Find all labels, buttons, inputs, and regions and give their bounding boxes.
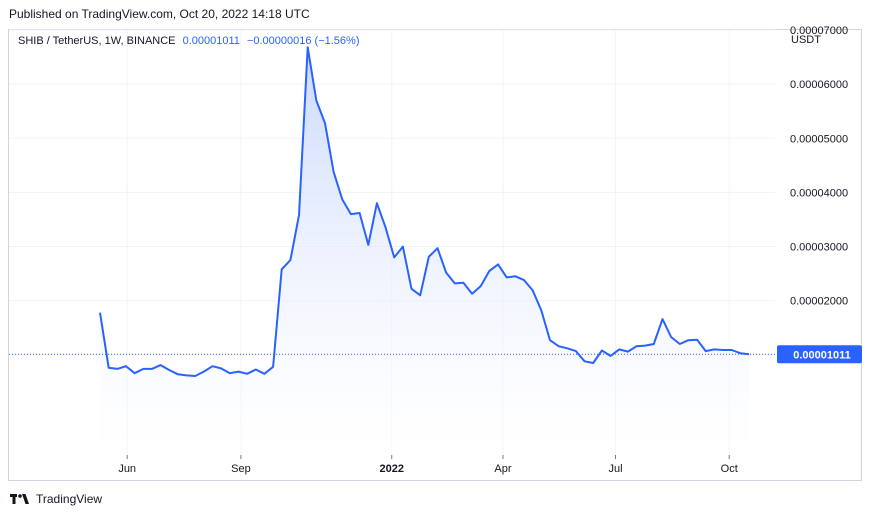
price-series[interactable]: [99, 46, 750, 377]
x-tick-label: Jun: [118, 463, 136, 475]
current-price-label-text: 0.00001011: [793, 349, 851, 361]
x-tick-label: 2022: [379, 463, 403, 475]
x-tick-label: Jul: [608, 463, 622, 475]
x-axis: Jun Sep 2022 Apr Jul Oct: [118, 455, 738, 475]
x-tick-label: Sep: [231, 463, 251, 475]
area-path: [100, 47, 749, 456]
area-fill: [100, 47, 749, 456]
symbol-legend[interactable]: SHIB / TetherUS, 1W, BINANCE 0.00001011 …: [18, 35, 360, 47]
x-tick-label: Oct: [721, 463, 738, 475]
tradingview-brand: TradingView: [36, 492, 103, 506]
price-change: −0.00000016 (−1.56%): [246, 35, 360, 47]
y-axis: 0.000010000.000020000.000030000.00004000…: [790, 25, 848, 362]
y-tick-label: 0.00005000: [790, 133, 848, 145]
published-caption: Published on TradingView.com, Oct 20, 20…: [9, 7, 310, 21]
y-tick-label: 0.00004000: [790, 187, 848, 199]
x-tick-label: Apr: [494, 463, 511, 475]
last-price: 0.00001011: [182, 35, 240, 47]
y-tick-label: 0.00002000: [790, 296, 848, 308]
footer[interactable]: TradingView: [10, 492, 102, 506]
price-unit: USDT: [791, 34, 821, 46]
y-tick-label: 0.00007000: [790, 25, 848, 37]
current-price-label: 0.00001011: [9, 345, 862, 364]
y-tick-label: 0.00006000: [790, 79, 848, 91]
current-price-label-bg: [777, 345, 862, 364]
symbol-name[interactable]: SHIB / TetherUS, 1W, BINANCE: [18, 35, 176, 47]
price-line: [99, 46, 750, 377]
y-tick-label: 0.00003000: [790, 242, 848, 254]
tradingview-logo-icon: [10, 494, 29, 504]
